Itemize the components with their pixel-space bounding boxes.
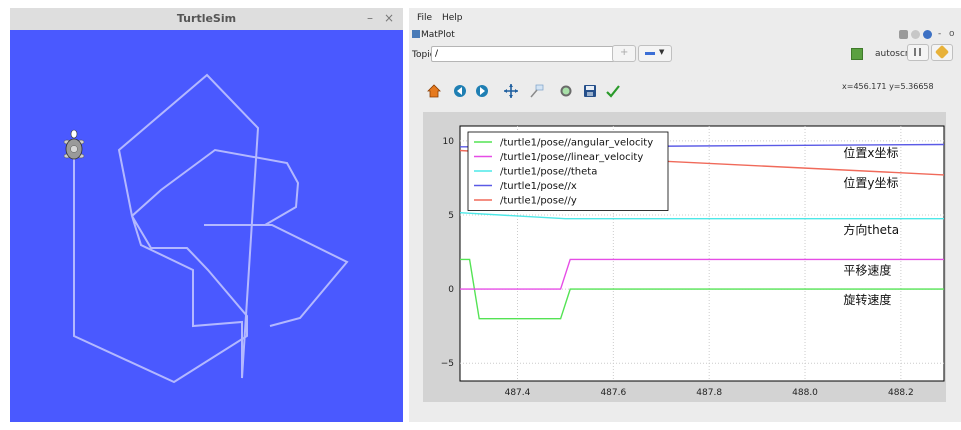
y-tick-label: 5: [448, 211, 454, 221]
turtlesim-window: TurtleSim – ×: [10, 8, 403, 422]
legend-label-2: /turtle1/pose//theta: [500, 167, 597, 178]
remove-topic-button[interactable]: ▼: [638, 45, 672, 62]
axis-ticks: 487.4 487.6 487.8 488.0 488.2 10 5 0 −5: [441, 137, 914, 398]
topic-input[interactable]: [431, 46, 615, 62]
home-icon[interactable]: [427, 84, 441, 98]
turtlesim-title: TurtleSim: [176, 12, 237, 25]
forward-arrow-icon[interactable]: [475, 84, 489, 98]
series-line-1: [460, 258, 944, 290]
annotation-3: 平移速度: [843, 262, 891, 277]
minimize-button[interactable]: –: [367, 11, 373, 25]
checkmark-icon[interactable]: [606, 84, 620, 98]
zoom-rect-icon[interactable]: [530, 84, 544, 98]
legend-box: [467, 131, 669, 211]
plugin-reload-icon[interactable]: [911, 30, 920, 39]
turtlesim-canvas: [10, 30, 403, 422]
plot-canvas: 487.4 487.6 487.8 488.0 488.2 10 5 0 −5 /turtle1…: [441, 125, 945, 398]
matplot-plugin-title: MatPlot: [412, 30, 455, 40]
turtlesim-titlebar[interactable]: TurtleSim – ×: [10, 8, 403, 31]
rqt-plot-window: File Help MatPlot - o Topic + ▼ autoscro…: [409, 8, 961, 422]
plot-legend: /turtle1/pose//angular_velocity/turtle1/…: [467, 131, 669, 211]
matplot-icon: [412, 30, 420, 38]
cursor-coordinates: x=456.171 y=5.36658: [842, 82, 934, 91]
x-tick-label: 488.2: [888, 388, 914, 398]
minus-icon: [645, 52, 655, 55]
chevron-down-icon: ▼: [659, 48, 665, 56]
add-topic-button[interactable]: +: [612, 45, 636, 62]
plugin-info-icon[interactable]: [923, 30, 932, 39]
annotation-0: 位置x坐标: [843, 145, 898, 160]
x-tick-label: 487.4: [505, 388, 531, 398]
autoscroll-label: autoscroll: [875, 49, 919, 59]
plus-icon: +: [620, 47, 629, 58]
x-tick-label: 487.6: [600, 388, 626, 398]
annotation-4: 旋转速度: [843, 292, 891, 307]
legend-label-1: /turtle1/pose//linear_velocity: [500, 152, 643, 163]
y-tick-label: 10: [443, 137, 455, 147]
y-tick-label: −5: [441, 359, 454, 369]
legend-label-0: /turtle1/pose//angular_velocity: [500, 138, 653, 149]
close-button[interactable]: ×: [384, 11, 395, 25]
clear-button[interactable]: [931, 44, 953, 61]
matplot-label: MatPlot: [421, 30, 455, 40]
file-menu[interactable]: File: [417, 13, 433, 23]
x-tick-label: 487.8: [696, 388, 722, 398]
save-icon[interactable]: [583, 84, 597, 98]
topic-label: Topic: [412, 50, 435, 60]
pause-icon: [914, 48, 921, 56]
autoscroll-checkbox[interactable]: [851, 48, 863, 60]
help-menu[interactable]: Help: [442, 13, 463, 23]
annotation-1: 位置y坐标: [843, 175, 898, 190]
annotation-2: 方向theta: [843, 222, 899, 237]
back-arrow-icon[interactable]: [453, 84, 467, 98]
plot-figure[interactable]: 487.4 487.6 487.8 488.0 488.2 10 5 0 −5 /turtle1…: [423, 112, 946, 402]
legend-label-3: /turtle1/pose//x: [500, 181, 577, 192]
pause-button[interactable]: [907, 44, 929, 61]
pan-icon[interactable]: [504, 84, 518, 98]
configure-subplots-icon[interactable]: [559, 84, 573, 98]
plugin-help-icon[interactable]: [899, 30, 908, 39]
turtle-icon: [63, 129, 85, 160]
legend-label-4: /turtle1/pose//y: [500, 196, 577, 207]
broom-icon: [934, 44, 950, 60]
turtle-path: [73, 73, 349, 384]
x-tick-label: 488.0: [792, 388, 818, 398]
y-tick-label: 0: [448, 285, 454, 295]
series-line-2: [459, 212, 944, 220]
series-line-0: [460, 258, 944, 320]
plugin-minimize-icon[interactable]: -: [938, 29, 942, 39]
plugin-close-icon[interactable]: o: [949, 29, 955, 39]
